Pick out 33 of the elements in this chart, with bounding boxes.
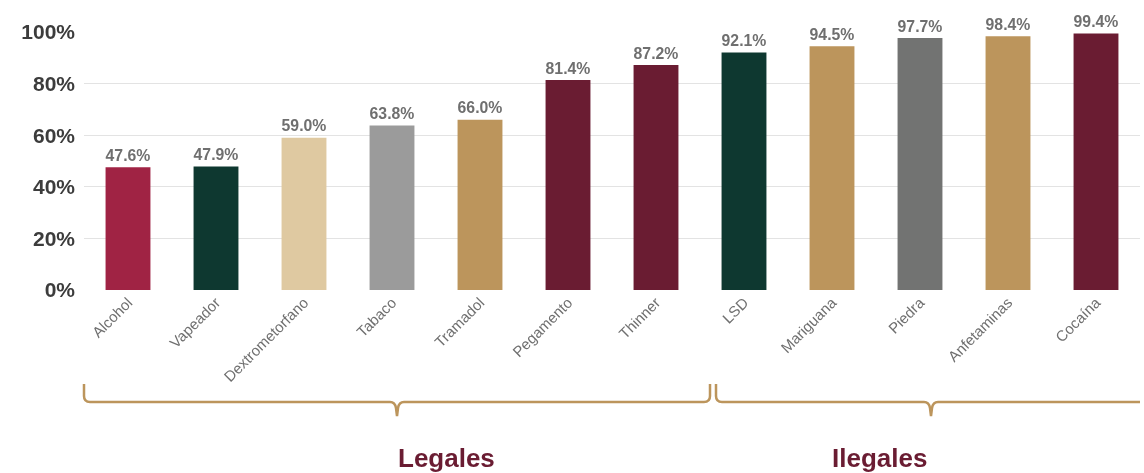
y-tick-label: 60% xyxy=(32,123,76,147)
text: Legales xyxy=(398,443,495,473)
y-tick-label: 0% xyxy=(44,278,76,302)
data-label: 47.9% xyxy=(193,146,239,164)
bar xyxy=(985,36,1031,290)
text: Ilegales xyxy=(832,443,928,473)
data-label: 47.6% xyxy=(105,146,151,164)
data-label: 63.8% xyxy=(369,105,415,123)
data-label: 59.0% xyxy=(281,117,327,135)
data-label: 92.1% xyxy=(721,32,767,50)
data-label: 97.7% xyxy=(897,17,943,35)
bar xyxy=(457,119,503,290)
bar xyxy=(281,137,327,290)
data-label: 99.4% xyxy=(1073,13,1119,31)
bar xyxy=(1073,33,1119,290)
y-tick-label: 20% xyxy=(32,226,76,250)
y-tick-label: 40% xyxy=(32,175,76,199)
bar xyxy=(809,46,855,290)
data-label: 94.5% xyxy=(809,25,855,43)
y-tick-label: 80% xyxy=(32,71,76,95)
bar xyxy=(369,125,415,290)
data-label: 87.2% xyxy=(633,44,679,62)
x-tick-label: LSD xyxy=(718,293,752,327)
bar xyxy=(897,37,943,290)
bar xyxy=(105,167,151,290)
bar xyxy=(545,79,591,290)
bar xyxy=(721,52,767,290)
y-tick-label: 100% xyxy=(21,20,76,44)
data-label: 81.4% xyxy=(545,59,591,77)
bar xyxy=(633,65,679,290)
bar xyxy=(193,166,239,290)
data-label: 98.4% xyxy=(985,15,1031,33)
data-label: 66.0% xyxy=(457,99,503,117)
